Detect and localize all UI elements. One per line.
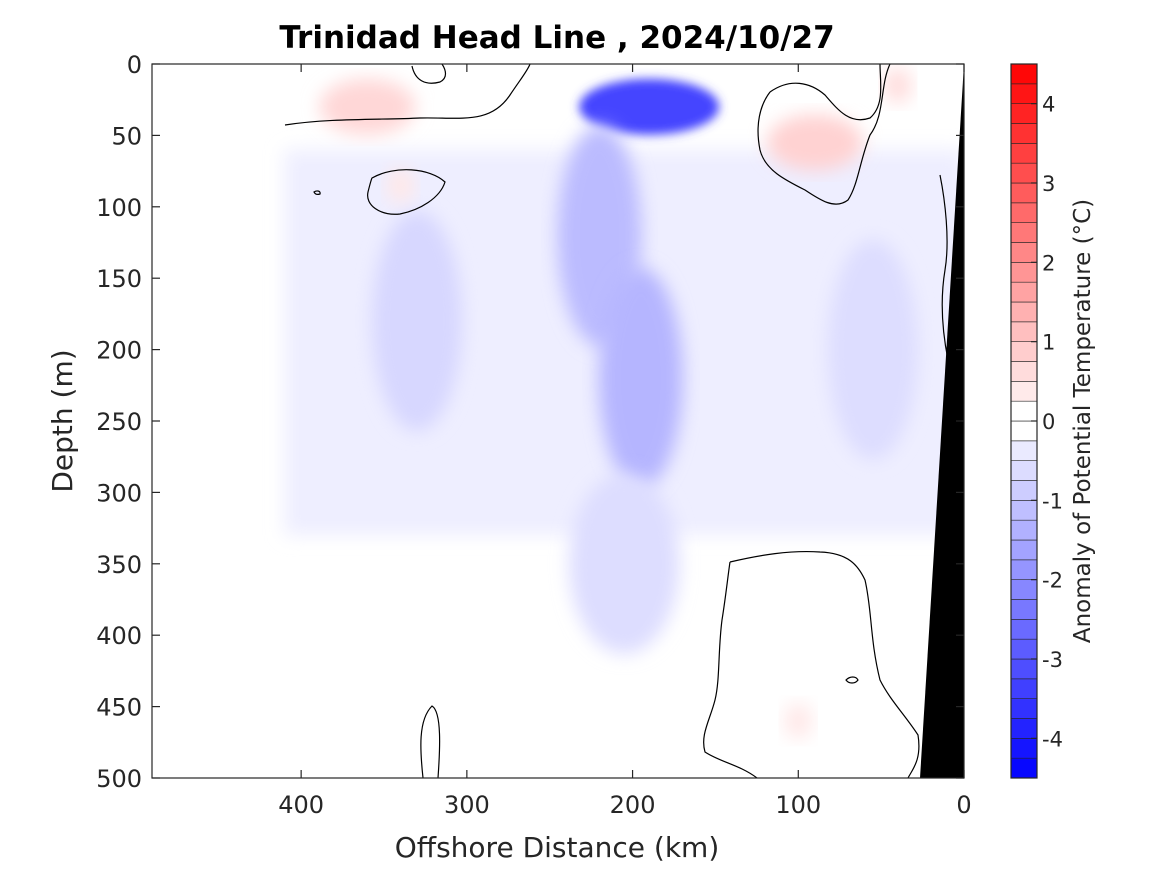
y-tick-label: 150 (96, 265, 142, 293)
y-tick-label: 200 (96, 337, 142, 365)
colorbar-label: Anomaly of Potential Temperature (°C) (1070, 199, 1096, 643)
warm-spot (784, 702, 813, 739)
colorbar-segment (1010, 757, 1038, 779)
x-tick-label: 200 (610, 791, 656, 819)
zero-contours (284, 64, 949, 778)
zero-contour-coastal (939, 174, 949, 361)
cold-patch (827, 239, 918, 460)
colorbar-tick-label: 4 (1042, 93, 1055, 117)
cold-lobe (569, 473, 680, 654)
colorbar-segment (1010, 638, 1038, 660)
colorbar-segment (1010, 281, 1038, 303)
colorbar-segment (1010, 222, 1038, 243)
colorbar-segment (1010, 599, 1038, 620)
x-axis-label: Offshore Distance (km) (395, 831, 720, 864)
seafloor-shelf (920, 64, 964, 778)
colorbar-tick-label: -4 (1042, 727, 1063, 751)
cold-tongue (598, 268, 683, 489)
warm-patch (766, 114, 863, 171)
colorbar-segment (1010, 301, 1038, 323)
x-tick-label: 300 (444, 791, 490, 819)
zero-contour-bottom-west (420, 705, 441, 778)
colorbar-tick-label: 2 (1042, 251, 1055, 275)
colorbar-segment (1010, 738, 1038, 759)
y-tick-label: 500 (96, 765, 142, 793)
plot-area (151, 63, 965, 779)
colorbar-tick-label: -2 (1042, 569, 1063, 593)
x-tick-label: 100 (775, 791, 821, 819)
colorbar-segment (1010, 262, 1038, 283)
colorbar-tick-label: 0 (1042, 410, 1055, 434)
chart-title: Trinidad Head Line , 2024/10/27 (279, 20, 834, 56)
colorbar-segment (1010, 182, 1038, 204)
colorbar-segment (1010, 400, 1038, 422)
colorbar-segment (1010, 500, 1038, 521)
colorbar-segment (1010, 698, 1038, 719)
cold-core (579, 78, 720, 135)
x-tick-label: 400 (278, 791, 324, 819)
warm-spot (386, 167, 415, 204)
zero-contour-loop-west (367, 169, 446, 215)
colorbar-segment (1010, 242, 1038, 263)
y-tick-label: 400 (96, 622, 142, 650)
zero-contour-loop-east (757, 64, 891, 205)
colorbar-segment (1010, 678, 1038, 699)
zero-contour-deep-loop (703, 551, 920, 778)
zero-contour-surface-west (284, 64, 531, 126)
colorbar-segment (1010, 519, 1038, 541)
y-tick-label: 300 (96, 479, 142, 507)
zero-contour-tiny-loop (313, 190, 321, 195)
zero-contour-deep-spot (845, 676, 859, 684)
cold-patch (372, 211, 463, 432)
x-axis: 400 300 200 100 0 (278, 64, 972, 819)
zero-contour-small-loop (411, 64, 447, 84)
colorbar-segment (1010, 539, 1038, 561)
colorbar-segment (1010, 83, 1038, 104)
y-tick-label: 450 (96, 694, 142, 722)
colorbar-segment (1010, 480, 1038, 501)
colorbar-segment (1010, 559, 1038, 580)
colorbar-segment (1010, 361, 1038, 382)
colorbar-tick-label: -3 (1042, 648, 1063, 672)
colorbar: -4 -3 -2 -1 0 1 2 3 4 (1010, 63, 1063, 779)
y-axis-label: Depth (m) (46, 349, 79, 492)
colorbar-segment (1010, 123, 1038, 144)
colorbar-segment (1010, 619, 1038, 640)
colorbar-segment (1010, 381, 1038, 402)
colorbar-segment (1010, 718, 1038, 739)
colorbar-segment (1010, 579, 1038, 600)
warm-patch (319, 78, 416, 135)
colorbar-segment (1010, 658, 1038, 680)
y-tick-label: 250 (96, 408, 142, 436)
y-tick-label: 50 (111, 122, 142, 150)
y-tick-label: 350 (96, 551, 142, 579)
colorbar-segment (1010, 143, 1038, 164)
colorbar-segment (1010, 420, 1038, 442)
colorbar-tick-label: 1 (1042, 331, 1055, 355)
colorbar-segment (1010, 440, 1038, 461)
colorbar-tick-label: -1 (1042, 489, 1063, 513)
colorbar-segment (1010, 460, 1038, 481)
colorbar-segment (1010, 321, 1038, 342)
colorbar-segment (1010, 63, 1038, 85)
x-tick-label: 0 (956, 791, 971, 819)
warm-spot (883, 67, 912, 104)
y-tick-label: 100 (96, 194, 142, 222)
colorbar-tick-label: 3 (1042, 172, 1055, 196)
colorbar-segment (1010, 162, 1038, 184)
colorbar-segment (1010, 103, 1038, 124)
y-tick-label: 0 (127, 51, 142, 79)
colorbar-segment (1010, 202, 1038, 223)
y-axis: 0 50 100 150 200 250 300 350 400 450 500 (96, 51, 964, 793)
colorbar-segment (1010, 341, 1038, 362)
